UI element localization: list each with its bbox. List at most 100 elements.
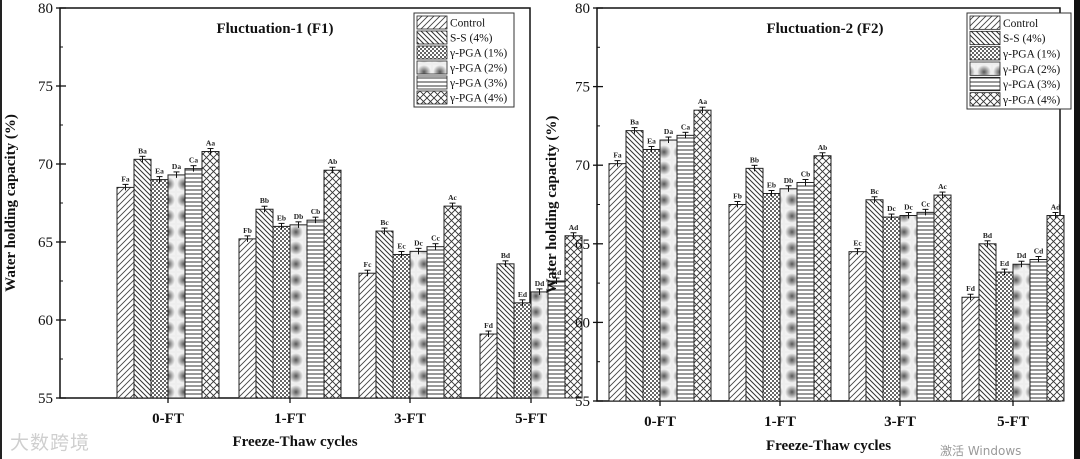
bar xyxy=(779,188,798,402)
y-tick-label: 80 xyxy=(38,1,53,17)
legend: Control S-S (4%) γ-PGA (1%) γ-PGA (2%) γ-PGA… xyxy=(966,12,1072,110)
bar xyxy=(133,158,152,399)
bar-significance-label: Aa xyxy=(206,139,215,148)
bar-significance-label: Ec xyxy=(853,239,862,248)
x-tick-label: 5-FT xyxy=(997,414,1029,430)
bar xyxy=(167,174,186,399)
bar-significance-label: Ea xyxy=(155,167,164,176)
bar xyxy=(676,134,695,402)
legend-label: Control xyxy=(1003,18,1038,30)
bar xyxy=(961,296,980,402)
legend-label: γ-PGA (3%) xyxy=(449,78,507,90)
bar-significance-label: Bb xyxy=(260,196,269,205)
y-tick-label: 80 xyxy=(575,1,590,17)
legend-swatch xyxy=(969,92,1001,107)
bar xyxy=(933,194,952,402)
legend-label: γ-PGA (3%) xyxy=(1002,79,1060,91)
bar-significance-label: Cd xyxy=(552,268,562,277)
bar-significance-label: Bc xyxy=(380,218,389,227)
bar xyxy=(392,253,411,399)
bar-significance-label: Dd xyxy=(1017,251,1027,260)
bar xyxy=(745,167,764,402)
legend-swatch xyxy=(416,30,448,45)
bar xyxy=(728,204,747,402)
bar-significance-label: Ab xyxy=(328,157,338,166)
bar xyxy=(813,155,832,402)
x-tick-label: 3-FT xyxy=(884,414,916,430)
legend-label: S-S (4%) xyxy=(450,33,493,45)
bar-significance-label: Fb xyxy=(733,192,742,201)
bar xyxy=(375,230,394,399)
bar-significance-label: Fd xyxy=(484,321,494,330)
bar-significance-label: Cc xyxy=(921,199,930,208)
y-tick-label: 70 xyxy=(575,158,590,174)
bar-significance-label: Cb xyxy=(801,169,811,178)
legend-label: γ-PGA (4%) xyxy=(449,93,507,105)
bar-significance-label: Ed xyxy=(518,290,528,299)
bar xyxy=(116,186,135,399)
legend-swatch xyxy=(969,46,1001,61)
bar-significance-label: Dc xyxy=(887,204,896,213)
legend-swatch xyxy=(416,75,448,90)
x-axis-label: Freeze-Thaw cycles xyxy=(766,438,891,454)
y-tick-label: 75 xyxy=(38,79,53,95)
legend-swatch xyxy=(969,15,1001,30)
x-axis-label: Freeze-Thaw cycles xyxy=(232,434,357,450)
legend: Control S-S (4%) γ-PGA (1%) γ-PGA (2%) γ-PGA… xyxy=(413,12,515,108)
bar-significance-label: Ec xyxy=(397,241,406,250)
x-tick-label: 1-FT xyxy=(274,411,306,427)
right-frame-edge xyxy=(1074,0,1080,459)
legend-swatch xyxy=(969,61,1001,76)
legend-label: Control xyxy=(450,18,485,30)
bar xyxy=(899,215,918,402)
bar xyxy=(358,272,377,399)
bar xyxy=(513,302,532,399)
x-tick-label: 0-FT xyxy=(152,411,184,427)
bar xyxy=(306,219,325,399)
bar xyxy=(530,291,549,399)
bar-significance-label: Da xyxy=(172,162,181,171)
bar-significance-label: Fb xyxy=(243,226,252,235)
legend-label: S-S (4%) xyxy=(1003,33,1046,45)
legend-swatch xyxy=(416,90,448,105)
bar-significance-label: Cd xyxy=(1034,247,1044,256)
legend-swatch xyxy=(416,60,448,75)
legend-label: γ-PGA (2%) xyxy=(1002,64,1060,76)
bar-significance-label: Eb xyxy=(767,180,776,189)
bar-significance-label: Ac xyxy=(448,193,457,202)
y-tick-label: 70 xyxy=(38,157,53,173)
bar xyxy=(796,181,815,402)
y-axis-label: Water holding capacity (%) xyxy=(3,114,19,292)
legend-label: γ-PGA (2%) xyxy=(449,63,507,75)
bar xyxy=(150,179,169,399)
y-tick-label: 60 xyxy=(38,313,53,329)
y-tick-label: 60 xyxy=(575,315,590,331)
bar xyxy=(184,168,203,399)
bar xyxy=(409,250,428,399)
bar xyxy=(978,243,997,402)
bar xyxy=(496,263,515,399)
bar-significance-label: Dc xyxy=(904,203,913,212)
bar-significance-label: Dd xyxy=(535,279,545,288)
bar-significance-label: Ba xyxy=(138,146,147,155)
legend-label: γ-PGA (1%) xyxy=(449,48,507,60)
bar xyxy=(323,169,342,399)
legend-label: γ-PGA (4%) xyxy=(1002,95,1060,107)
bar-significance-label: Fa xyxy=(121,174,130,183)
bar-significance-label: Da xyxy=(664,127,673,136)
bar xyxy=(642,148,661,402)
bar-significance-label: Db xyxy=(294,212,304,221)
bar-significance-label: Ca xyxy=(189,156,198,165)
bar xyxy=(608,163,627,402)
bar xyxy=(848,251,867,402)
y-tick-label: 55 xyxy=(38,391,53,407)
bar-significance-label: Dc xyxy=(414,238,423,247)
bar xyxy=(693,109,712,402)
y-tick-label: 75 xyxy=(575,80,590,96)
bar-significance-label: Ad xyxy=(1051,203,1061,212)
chart-panel-2: 55 60 65 70 75 80 Water holding capacity (%) Fl… xyxy=(544,1,1072,454)
legend-swatch xyxy=(969,76,1001,92)
chart-title: Fluctuation-2 (F2) xyxy=(766,21,883,37)
chart-title: Fluctuation-1 (F1) xyxy=(216,21,333,37)
